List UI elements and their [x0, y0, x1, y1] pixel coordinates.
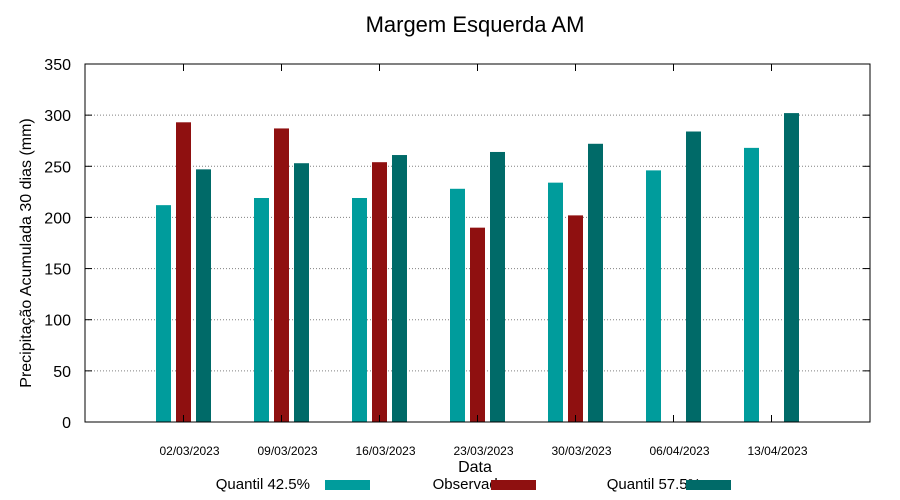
chart-title: Margem Esquerda AM — [366, 12, 585, 37]
x-tick-label: 13/04/2023 — [747, 444, 807, 458]
x-axis-label: Data — [458, 459, 492, 476]
bar-quantil-57-5 — [294, 163, 309, 422]
y-tick-label: 150 — [44, 262, 71, 279]
bars-layer — [156, 113, 799, 423]
x-tick-label: 23/03/2023 — [453, 444, 513, 458]
bar-quantil-42-5 — [744, 147, 759, 423]
y-tick-label: 200 — [44, 210, 71, 227]
legend-label: Quantil 57.5% — [607, 476, 701, 493]
bar-observado — [372, 162, 387, 423]
bar-quantil-57-5 — [392, 155, 407, 422]
grid-layer — [85, 114, 870, 372]
y-tick-label: 0 — [62, 415, 71, 432]
legend: Quantil 42.5% Observado Quantil 57.5% — [216, 476, 731, 493]
bar-quantil-57-5 — [784, 113, 799, 423]
bar-quantil-42-5 — [548, 182, 563, 422]
bar-quantil-57-5 — [490, 151, 505, 423]
bar-observado — [176, 122, 191, 422]
bar-quantil-57-5 — [588, 143, 603, 423]
legend-label: Observado — [433, 476, 506, 493]
y-tick-label: 250 — [44, 159, 71, 176]
x-tick-label: 02/03/2023 — [159, 444, 219, 458]
bar-observado — [470, 227, 485, 422]
legend-label: Quantil 42.5% — [216, 476, 310, 493]
x-tick-label: 30/03/2023 — [551, 444, 611, 458]
bar-quantil-42-5 — [254, 197, 269, 422]
y-tick-label: 50 — [53, 364, 71, 381]
x-tick-label: 09/03/2023 — [257, 444, 317, 458]
bar-observado — [568, 215, 583, 422]
ticks-layer: 0 50 100 150 200 250 300 350 02/03/2023 09/03/202… — [44, 57, 870, 458]
y-tick-label: 350 — [44, 57, 71, 74]
bar-quantil-42-5 — [352, 197, 367, 422]
bar-quantil-42-5 — [156, 205, 171, 422]
legend-swatch — [325, 480, 370, 490]
legend-swatch — [491, 480, 536, 490]
bar-quantil-57-5 — [196, 169, 211, 422]
legend-swatch — [686, 480, 731, 490]
bar-quantil-42-5 — [450, 188, 465, 422]
y-axis-label: Precipitação Acumulada 30 dias (mm) — [18, 118, 35, 387]
y-tick-label: 300 — [44, 108, 71, 125]
x-tick-label: 16/03/2023 — [355, 444, 415, 458]
bar-observado — [274, 128, 289, 422]
x-tick-label: 06/04/2023 — [649, 444, 709, 458]
bar-quantil-42-5 — [646, 170, 661, 422]
bar-quantil-57-5 — [686, 131, 701, 422]
y-tick-label: 100 — [44, 313, 71, 330]
